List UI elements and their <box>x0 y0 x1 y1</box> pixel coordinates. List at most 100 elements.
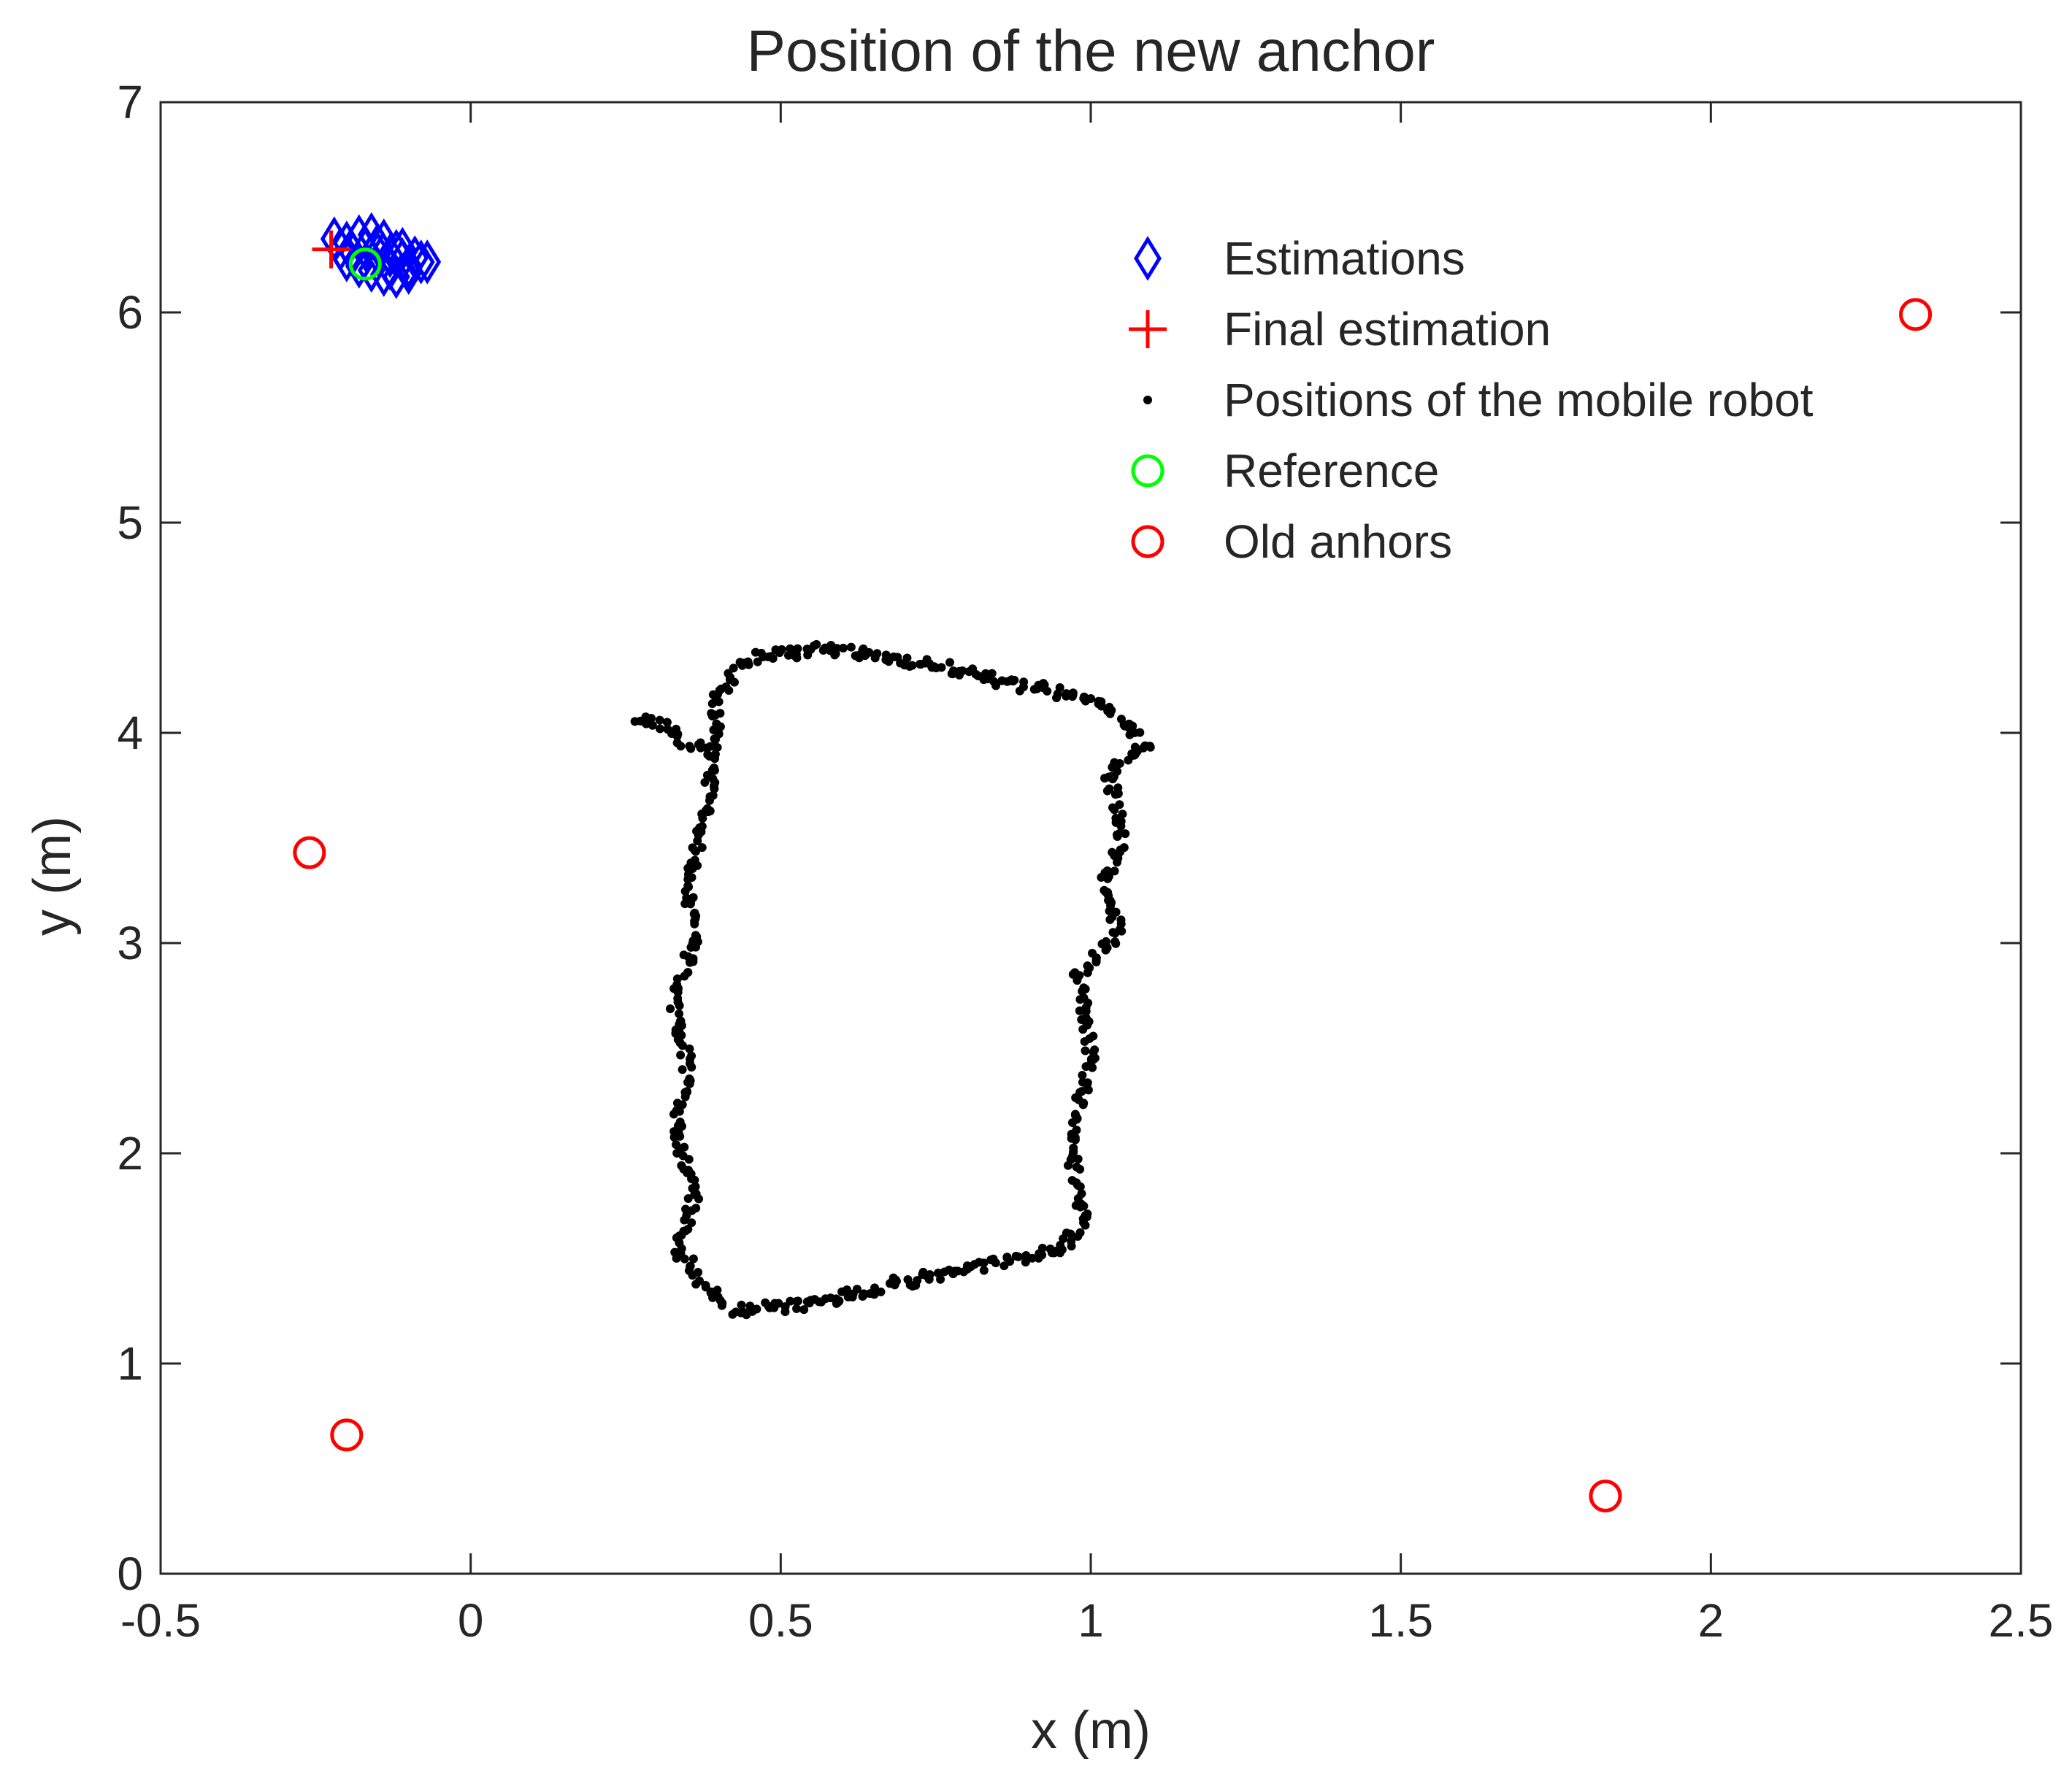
legend-label: Final estimation <box>1224 303 1551 355</box>
series-positions-of-the-mobile-robot-point <box>678 1041 687 1050</box>
y-tick-label: 7 <box>117 76 143 128</box>
series-positions-of-the-mobile-robot-point <box>672 980 682 990</box>
series-positions-of-the-mobile-robot-point <box>636 716 645 726</box>
legend-marker <box>1131 454 1164 488</box>
series-positions-of-the-mobile-robot-point <box>1019 677 1029 687</box>
series-positions-of-the-mobile-robot-point <box>881 650 891 660</box>
series-positions-of-the-mobile-robot-point <box>1043 686 1052 696</box>
y-tick-label: 5 <box>117 496 143 549</box>
series-positions-of-the-mobile-robot-point <box>713 726 723 736</box>
legend-item: Old anhors <box>1131 515 1452 568</box>
series-positions-of-the-mobile-robot-point <box>958 666 967 675</box>
series-positions-of-the-mobile-robot-point <box>1081 1046 1090 1055</box>
series-positions-of-the-mobile-robot-point <box>793 644 802 653</box>
series-positions-of-the-mobile-robot-point <box>1073 1231 1083 1241</box>
series-positions-of-the-mobile-robot-point <box>686 942 696 952</box>
axes <box>159 101 2022 1575</box>
series-positions-of-the-mobile-robot-point <box>1075 1164 1085 1174</box>
series-positions-of-the-mobile-robot-point <box>1015 686 1024 696</box>
series-positions-of-the-mobile-robot-point <box>678 1065 687 1074</box>
series-positions-of-the-mobile-robot-point <box>1013 1252 1023 1261</box>
series-estimations-point <box>382 254 410 299</box>
series-positions-of-the-mobile-robot-point <box>708 791 718 800</box>
series-positions-of-the-mobile-robot-point <box>1070 1133 1080 1142</box>
series-positions-of-the-mobile-robot-point <box>1075 1202 1085 1212</box>
series-positions-of-the-mobile-robot-point <box>786 644 795 653</box>
series-positions-of-the-mobile-robot-point <box>1116 821 1126 831</box>
series-positions-of-the-mobile-robot-point <box>726 673 735 682</box>
series-positions-of-the-mobile-robot-point <box>1113 831 1122 841</box>
series-positions-of-the-mobile-robot-point <box>1079 1218 1089 1228</box>
series-positions-of-the-mobile-robot-point <box>1107 706 1116 715</box>
series-positions-of-the-mobile-robot-point <box>687 873 697 882</box>
y-tick-label: 0 <box>117 1547 143 1600</box>
series-positions-of-the-mobile-robot-point <box>680 1142 689 1152</box>
series-positions-of-the-mobile-robot-point <box>1113 853 1123 863</box>
series-positions-of-the-mobile-robot-point <box>703 750 713 759</box>
x-tick-label: 0.5 <box>748 1594 813 1647</box>
series-positions-of-the-mobile-robot-point <box>948 669 957 679</box>
series-positions-of-the-mobile-robot-point <box>676 1050 686 1060</box>
series-positions-of-the-mobile-robot-point <box>694 739 703 749</box>
series-positions-of-the-mobile-robot-point <box>981 669 991 678</box>
series-positions-of-the-mobile-robot-point <box>799 1305 809 1315</box>
series-positions-of-the-mobile-robot-point <box>809 641 818 650</box>
x-tick-label: 2 <box>1698 1594 1724 1647</box>
series-positions-of-the-mobile-robot-point <box>675 1131 685 1141</box>
y-tick-label: 3 <box>117 917 143 969</box>
y-tick-label: 4 <box>117 707 143 759</box>
series-positions-of-the-mobile-robot-point <box>1083 968 1092 977</box>
series-estimations-point <box>413 239 442 285</box>
series-positions-of-the-mobile-robot-point <box>1073 1154 1083 1164</box>
series-positions-of-the-mobile-robot-point <box>728 1309 737 1319</box>
series-positions-of-the-mobile-robot-point <box>672 738 682 747</box>
x-tick-label: 1 <box>1078 1594 1104 1647</box>
series-positions-of-the-mobile-robot-point <box>1108 928 1118 937</box>
series-positions-of-the-mobile-robot-point <box>831 649 840 658</box>
series-positions-of-the-mobile-robot-point <box>759 652 768 661</box>
series-positions-of-the-mobile-robot-point <box>1118 809 1127 819</box>
series-positions-of-the-mobile-robot-point <box>688 1254 698 1264</box>
series-positions-of-the-mobile-robot-point <box>1110 790 1120 799</box>
y-tick-label: 6 <box>117 286 143 339</box>
series-positions-of-the-mobile-robot-point <box>721 682 731 691</box>
series-estimations-point <box>407 239 435 285</box>
series-positions-of-the-mobile-robot-point <box>1075 1006 1084 1015</box>
series-estimations <box>320 212 442 299</box>
x-tick-label: 2.5 <box>1989 1594 2054 1647</box>
series-positions-of-the-mobile-robot-point <box>686 1054 695 1064</box>
series-positions-of-the-mobile-robot-point <box>1068 691 1078 700</box>
series-positions-of-the-mobile-robot-point <box>690 846 699 855</box>
series-positions-of-the-mobile-robot-point <box>675 1118 685 1127</box>
series-positions-of-the-mobile-robot-point <box>1110 866 1119 876</box>
axes-box <box>159 101 2022 1575</box>
series-positions-of-the-mobile-robot-point <box>675 1009 684 1018</box>
series-positions-of-the-mobile-robot-point <box>792 1304 802 1313</box>
series-positions-of-the-mobile-robot-point <box>1123 723 1132 732</box>
series-positions-of-the-mobile-robot-point <box>655 715 664 725</box>
series-positions-of-the-mobile-robot-point <box>1045 1245 1055 1254</box>
series-positions-of-the-mobile-robot-point <box>1097 873 1106 882</box>
series-positions-of-the-mobile-robot-point <box>683 1194 693 1204</box>
legend-item: Final estimation <box>1129 303 1551 355</box>
series-positions-of-the-mobile-robot-point <box>1089 1031 1098 1041</box>
series-positions-of-the-mobile-robot-point <box>1127 749 1137 758</box>
series-positions-of-the-mobile-robot-point <box>700 777 710 787</box>
series-positions-of-the-mobile-robot-point <box>673 993 683 1003</box>
series-positions-of-the-mobile-robot-point <box>767 652 776 661</box>
series-positions-of-the-mobile-robot-point <box>672 1106 681 1115</box>
series-old-anhors-point <box>330 1418 364 1452</box>
y-axis-label: y (m) <box>23 816 82 936</box>
y-tick-label: 2 <box>117 1127 143 1180</box>
series-positions-of-the-mobile-robot-point <box>691 931 700 940</box>
series-positions-of-the-mobile-robot-point <box>701 1282 710 1292</box>
series-positions-of-the-mobile-robot-point <box>902 653 912 663</box>
series-estimations-point <box>388 226 417 272</box>
series-positions-of-the-mobile-robot-point <box>737 1300 746 1309</box>
series-positions-of-the-mobile-robot-point <box>832 1299 841 1308</box>
series-positions-of-the-mobile-robot-point <box>1078 987 1087 996</box>
y-tick-label: 1 <box>117 1337 143 1390</box>
series-positions-of-the-mobile-robot-point <box>853 652 862 661</box>
series-positions-of-the-mobile-robot-point <box>729 664 738 673</box>
